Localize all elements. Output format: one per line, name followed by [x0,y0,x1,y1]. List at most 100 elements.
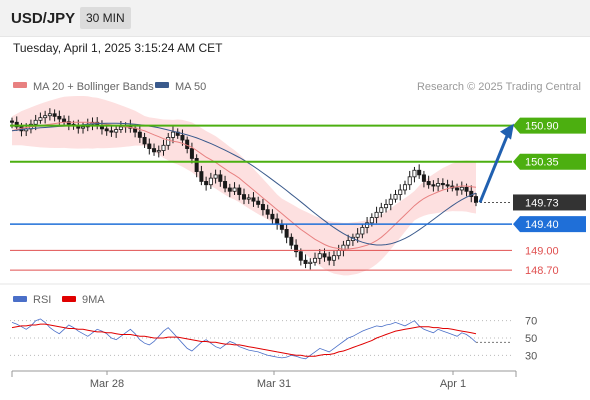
candle-body [455,187,460,191]
rsi-line [11,318,477,360]
candle-body [232,187,237,192]
resistance-level-label: 150.90 [525,121,559,133]
candle-body [284,228,289,238]
candle-body [355,233,360,238]
time-axis: Mar 28 Mar 31 Apr 1 [11,370,517,390]
candle-body [199,171,204,182]
ma50-legend-swatch [155,82,169,88]
candle-body [204,181,209,186]
candle-body [161,144,166,151]
candle-body [436,182,441,187]
candle-body [147,143,152,149]
candle-body [473,196,478,203]
candle-body [275,218,280,225]
candle-body [388,198,393,205]
candle-body [170,131,175,138]
ma20-legend-swatch [13,82,27,88]
candle-body [152,148,157,153]
rsi-legend-label: RSI [33,294,51,306]
candle-body [384,204,389,209]
candle-body [279,223,284,230]
candle-body [322,253,327,258]
candle-body [298,251,303,261]
candle-body [289,236,294,246]
candle-body [62,118,67,123]
candle-body [341,244,346,251]
candle-body [81,126,86,129]
candle-body [270,213,275,220]
candle-body [260,204,265,211]
timestamp: Tuesday, April 1, 2025 3:15:24 AM CET [13,41,223,55]
candle-body [109,130,114,133]
candle-body [251,197,256,202]
candle-body [398,189,403,195]
current-price-tag [513,194,586,211]
candle-body [421,174,426,182]
candle-body [327,256,332,261]
candle-body [445,184,450,187]
candle-body [142,136,147,145]
candle-body [294,244,299,253]
candle-body [38,117,43,121]
candle-body [317,253,322,259]
candle-body [156,150,161,153]
candle-body [360,227,365,235]
candle-body [426,181,431,186]
resistance-level-label: 150.35 [525,157,559,169]
price-layer: 150.90 150.35 149.73 149.40 149.00 148.70 [9,96,586,277]
candle-body [213,174,218,179]
candle-body [43,115,48,119]
candle-body [246,197,251,200]
copyright-text: Research © 2025 Trading Central [417,81,581,93]
ma20-legend-label: MA 20 + Bollinger Bands [33,81,154,93]
ma50-legend-label: MA 50 [175,81,206,93]
chart-header: USD/JPY 30 MIN [0,0,590,37]
candle-body [180,135,185,141]
candle-body [57,115,62,120]
candle-body [256,200,261,205]
pivot-level-tag [513,216,586,233]
resistance-level-tag [513,117,586,134]
rsi-layer: 70 50 30 [10,316,537,362]
candle-body [114,129,119,133]
projection-arrow-line [478,133,510,204]
candle-body [47,113,52,117]
candle-body [417,169,422,176]
candle-body [407,176,412,186]
candle-body [208,177,213,186]
projection-arrow-head [500,123,514,140]
candle-body [369,217,374,224]
candle-body [227,187,232,192]
bollinger-band [12,96,476,276]
time-tick-label: Mar 31 [257,378,291,390]
candle-body [104,128,109,132]
candle-body [241,194,246,200]
candle-body [33,119,38,125]
candle-body [166,136,171,146]
resistance-level-tag [513,153,586,170]
interval-button[interactable]: 30 MIN [80,7,131,29]
candle-body [412,169,417,178]
candle-body [431,184,436,187]
ma50-line [11,122,477,246]
candle-body [346,240,351,246]
rsi-ma-legend-swatch [62,296,76,302]
rsi-ma-line [11,323,477,357]
candle-body [223,181,228,189]
pivot-level-label: 149.40 [525,219,559,231]
candle-body [331,255,336,261]
rsi-legend-swatch [13,296,27,302]
candle-body [374,211,379,218]
candle-body [464,186,469,192]
candle-body [189,148,194,159]
support-level-label: 148.70 [525,265,559,277]
candle-body [313,257,318,263]
candle-body [218,174,223,182]
rsi-tick-label: 30 [525,350,537,362]
rsi-tick-label: 70 [525,316,537,328]
candle-body [66,121,71,125]
support-level-label: 149.00 [525,245,559,257]
candle-body [402,184,407,191]
candle-body [393,194,398,200]
